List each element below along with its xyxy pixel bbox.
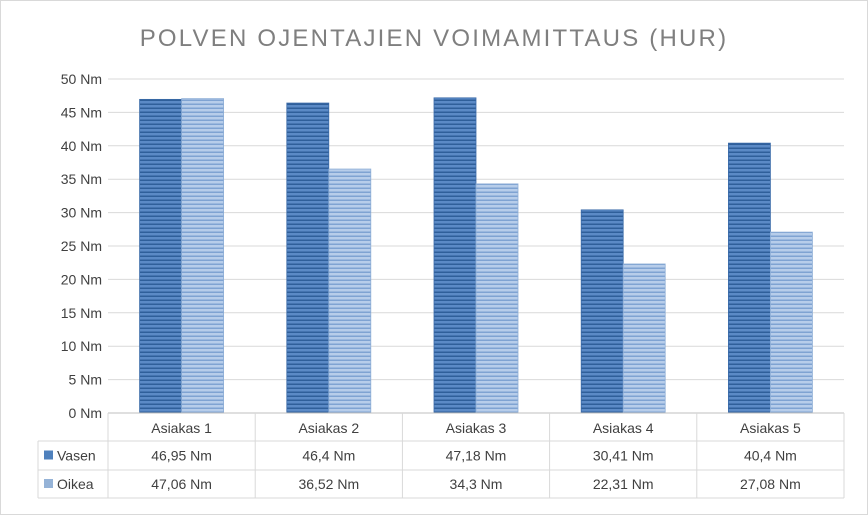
legend-label-oikea: Oikea <box>57 476 94 492</box>
data-label: 47,06 Nm <box>151 476 212 492</box>
y-tick-label: 15 Nm <box>61 305 102 321</box>
y-tick-label: 5 Nm <box>69 372 102 388</box>
data-label: 46,4 Nm <box>302 448 355 464</box>
bar-oikea-5 <box>770 231 813 414</box>
y-tick-label: 45 Nm <box>61 104 102 120</box>
legend-label-vasen: Vasen <box>57 448 96 464</box>
bar-vasen-4 <box>580 209 624 414</box>
bar-vasen-3 <box>433 97 477 414</box>
data-label: 22,31 Nm <box>593 476 654 492</box>
y-tick-label: 20 Nm <box>61 271 102 287</box>
legend-key-oikea <box>44 479 53 488</box>
legend-key-vasen <box>44 450 53 460</box>
data-label: 34,3 Nm <box>450 476 503 492</box>
data-label: 46,95 Nm <box>151 448 212 464</box>
data-label: 40,4 Nm <box>744 448 797 464</box>
data-label: 47,18 Nm <box>446 448 507 464</box>
bar-oikea-1 <box>181 98 225 414</box>
data-label: 27,08 Nm <box>740 476 801 492</box>
x-tick-label: Asiakas 3 <box>446 420 507 436</box>
y-tick-label: 40 Nm <box>61 138 102 154</box>
y-tick-label: 0 Nm <box>69 405 102 421</box>
y-tick-label: 10 Nm <box>61 338 102 354</box>
x-tick-label: Asiakas 2 <box>298 420 359 436</box>
data-label: 30,41 Nm <box>593 448 654 464</box>
y-tick-label: 30 Nm <box>61 205 102 221</box>
x-tick-label: Asiakas 5 <box>740 420 801 436</box>
bar-oikea-3 <box>475 183 519 414</box>
data-label: 36,52 Nm <box>298 476 359 492</box>
y-tick-label: 35 Nm <box>61 171 102 187</box>
x-tick-label: Asiakas 4 <box>593 420 654 436</box>
bar-vasen-5 <box>728 142 771 414</box>
bar-vasen-1 <box>139 98 183 414</box>
x-tick-label: Asiakas 1 <box>151 420 212 436</box>
y-tick-label: 25 Nm <box>61 238 102 254</box>
y-tick-label: 50 Nm <box>61 71 102 87</box>
bar-oikea-4 <box>622 263 666 414</box>
chart-title: POLVEN OJENTAJIEN VOIMAMITTAUS (HUR) <box>140 25 729 52</box>
bar-vasen-2 <box>286 102 330 414</box>
bar-oikea-2 <box>328 168 372 414</box>
